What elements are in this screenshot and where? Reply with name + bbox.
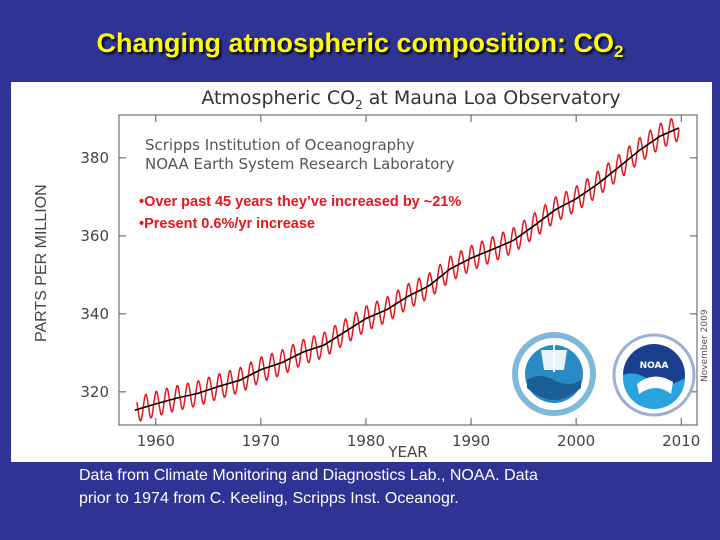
plot-frame xyxy=(118,114,698,426)
y-tick-label: 360 xyxy=(80,227,109,245)
source-note: Data from Climate Monitoring and Diagnos… xyxy=(79,464,699,510)
x-tick-label: 1960 xyxy=(137,432,175,450)
x-axis-label: YEAR xyxy=(387,443,427,461)
x-tick-label: 1970 xyxy=(242,432,280,450)
axis-ticks: 1960 1970 1980 1990 2000 2010 320 340 360 380 xyxy=(80,115,700,450)
slide-title: Changing atmospheric composition: CO2 xyxy=(0,28,720,62)
slide-title-subscript: 2 xyxy=(614,42,624,61)
logos: NOAA xyxy=(512,332,696,417)
noaa-logo: NOAA xyxy=(612,333,696,417)
annual-trend-line xyxy=(134,127,680,411)
source-note-line-2: prior to 1974 from C. Keeling, Scripps I… xyxy=(79,490,459,507)
annotation-2: •Present 0.6%/yr increase xyxy=(139,216,315,232)
y-axis-label: PARTS PER MILLION xyxy=(33,184,50,342)
y-tick-label: 320 xyxy=(80,383,109,401)
source-note-line-1: Data from Climate Monitoring and Diagnos… xyxy=(79,467,538,484)
date-stamp: November 2009 xyxy=(700,309,710,382)
x-tick-label: 1980 xyxy=(347,432,385,450)
scripps-logo xyxy=(512,332,596,416)
slide-title-text: Changing atmospheric composition: CO xyxy=(96,28,615,58)
x-tick-label: 1990 xyxy=(452,432,490,450)
co2-chart: Atmospheric CO2 at Mauna Loa Observatory… xyxy=(33,87,710,461)
y-tick-label: 380 xyxy=(80,149,109,167)
x-tick-label: 2010 xyxy=(662,432,700,450)
chart-title: Atmospheric CO2 at Mauna Loa Observatory xyxy=(201,87,620,112)
chart-panel: Atmospheric CO2 at Mauna Loa Observatory… xyxy=(11,82,712,462)
data-series xyxy=(134,117,680,422)
x-tick-label: 2000 xyxy=(557,432,595,450)
svg-text:NOAA: NOAA xyxy=(640,361,669,371)
credit-line-1: Scripps Institution of Oceanography xyxy=(145,136,415,154)
annotation-1: •Over past 45 years they’ve increased by… xyxy=(139,194,461,210)
credit-line-2: NOAA Earth System Research Laboratory xyxy=(145,155,455,173)
y-tick-label: 340 xyxy=(80,305,109,323)
